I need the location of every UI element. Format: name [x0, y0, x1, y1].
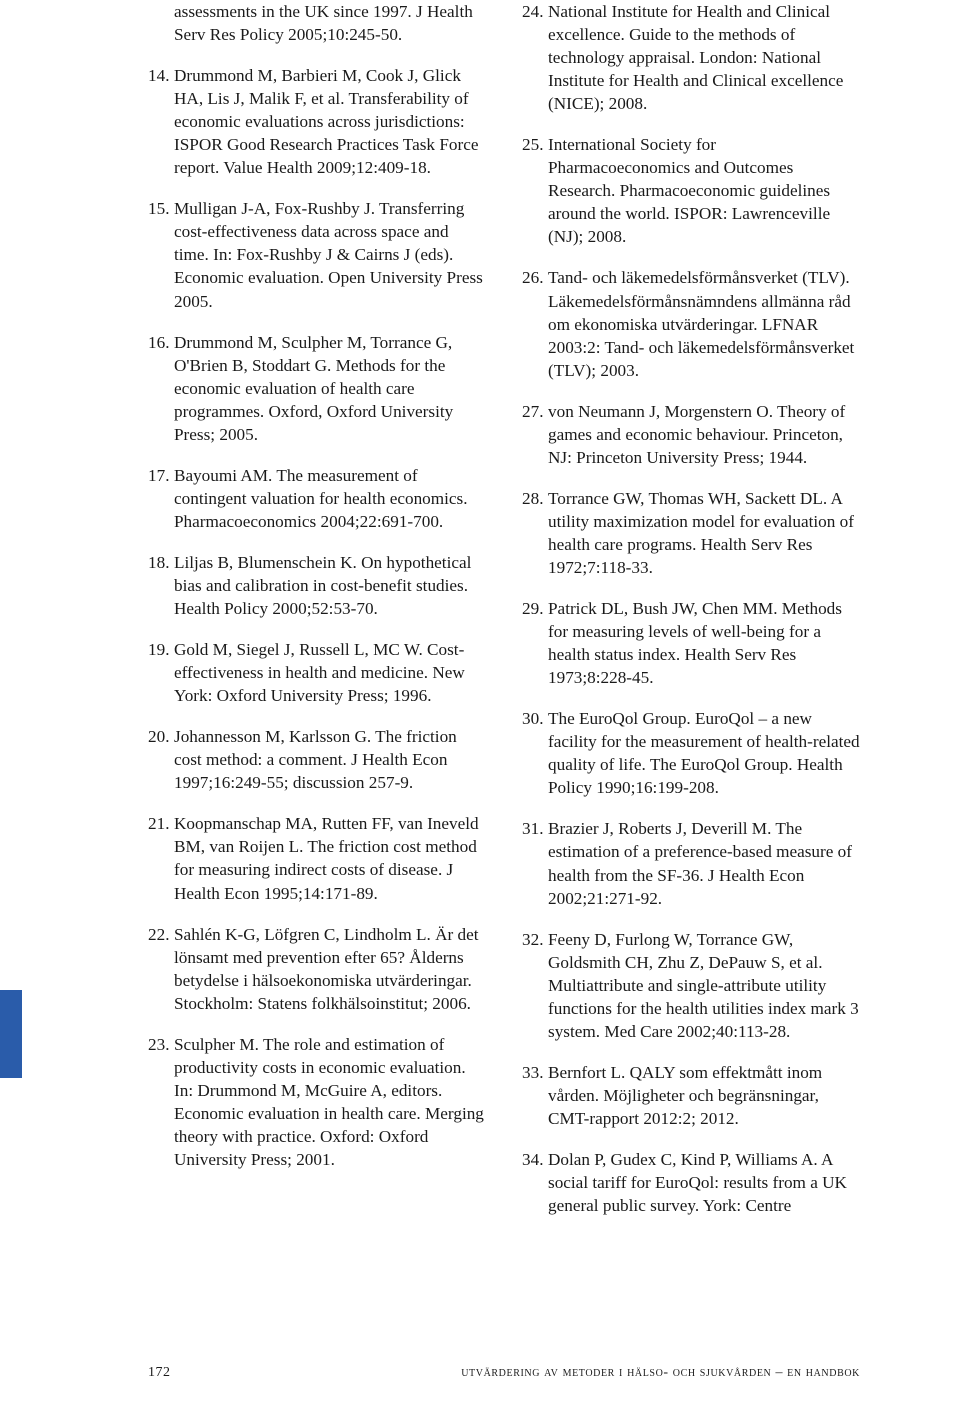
reference-item: 25. International Society for Pharmacoec… [522, 133, 860, 248]
reference-text: The EuroQol Group. EuroQol – a new facil… [548, 707, 860, 799]
reference-number: 30. [522, 707, 548, 799]
reference-item: 32. Feeny D, Furlong W, Torrance GW, Gol… [522, 928, 860, 1043]
reference-number: 20. [148, 725, 174, 794]
reference-item: 17. Bayoumi AM. The measurement of conti… [148, 464, 486, 533]
reference-item: 30. The EuroQol Group. EuroQol – a new f… [522, 707, 860, 799]
reference-number: 29. [522, 597, 548, 689]
footer-title: utvärdering av metoder i hälso- och sjuk… [461, 1365, 860, 1381]
reference-text: Dolan P, Gudex C, Kind P, Williams A. A … [548, 1148, 860, 1217]
reference-text: Bernfort L. QALY som effektmått inom vår… [548, 1061, 860, 1130]
page-number: 172 [148, 1365, 171, 1381]
reference-number: 34. [522, 1148, 548, 1217]
reference-item: 28. Torrance GW, Thomas WH, Sackett DL. … [522, 487, 860, 579]
reference-number: 19. [148, 638, 174, 707]
reference-number: 25. [522, 133, 548, 248]
reference-item: 26. Tand- och läkemedelsförmånsverket (T… [522, 266, 860, 381]
page-footer: 172 utvärdering av metoder i hälso- och … [0, 1365, 960, 1381]
reference-text: Liljas B, Blumenschein K. On hypothetica… [174, 551, 486, 620]
reference-text: Tand- och läkemedelsförmånsverket (TLV).… [548, 266, 860, 381]
reference-continuation: assessments in the UK since 1997. J Heal… [148, 0, 486, 46]
reference-item: 27. von Neumann J, Morgenstern O. Theory… [522, 400, 860, 469]
reference-columns: assessments in the UK since 1997. J Heal… [148, 0, 860, 1235]
reference-number: 16. [148, 331, 174, 446]
reference-number: 27. [522, 400, 548, 469]
reference-text: Johannesson M, Karlsson G. The friction … [174, 725, 486, 794]
reference-number: 24. [522, 0, 548, 115]
reference-text: Gold M, Siegel J, Russell L, MC W. Cost-… [174, 638, 486, 707]
reference-item: 16. Drummond M, Sculpher M, Torrance G, … [148, 331, 486, 446]
reference-number: 23. [148, 1033, 174, 1171]
reference-text: Torrance GW, Thomas WH, Sackett DL. A ut… [548, 487, 860, 579]
reference-text: National Institute for Health and Clinic… [548, 0, 860, 115]
reference-item: 21. Koopmanschap MA, Rutten FF, van Inev… [148, 812, 486, 904]
reference-number: 33. [522, 1061, 548, 1130]
reference-number: 18. [148, 551, 174, 620]
reference-text: Koopmanschap MA, Rutten FF, van Ineveld … [174, 812, 486, 904]
reference-text: Patrick DL, Bush JW, Chen MM. Methods fo… [548, 597, 860, 689]
reference-text: Sculpher M. The role and estimation of p… [174, 1033, 486, 1171]
reference-text: Sahlén K-G, Löfgren C, Lindholm L. Är de… [174, 923, 486, 1015]
reference-number: 26. [522, 266, 548, 381]
reference-text: International Society for Pharmacoeconom… [548, 133, 860, 248]
reference-text: Feeny D, Furlong W, Torrance GW, Goldsmi… [548, 928, 860, 1043]
reference-number: 21. [148, 812, 174, 904]
reference-text: Drummond M, Barbieri M, Cook J, Glick HA… [174, 64, 486, 179]
reference-text: von Neumann J, Morgenstern O. Theory of … [548, 400, 860, 469]
reference-item: 24. National Institute for Health and Cl… [522, 0, 860, 115]
reference-number: 31. [522, 817, 548, 909]
reference-item: 20. Johannesson M, Karlsson G. The frict… [148, 725, 486, 794]
right-column: 24. National Institute for Health and Cl… [522, 0, 860, 1235]
reference-number: 14. [148, 64, 174, 179]
reference-text: Drummond M, Sculpher M, Torrance G, O'Br… [174, 331, 486, 446]
reference-item: 18. Liljas B, Blumenschein K. On hypothe… [148, 551, 486, 620]
left-column: assessments in the UK since 1997. J Heal… [148, 0, 486, 1235]
reference-number: 32. [522, 928, 548, 1043]
reference-item: 19. Gold M, Siegel J, Russell L, MC W. C… [148, 638, 486, 707]
reference-item: 15. Mulligan J-A, Fox-Rushby J. Transfer… [148, 197, 486, 312]
reference-item: 22. Sahlén K-G, Löfgren C, Lindholm L. Ä… [148, 923, 486, 1015]
reference-text: Brazier J, Roberts J, Deverill M. The es… [548, 817, 860, 909]
reference-text: Mulligan J-A, Fox-Rushby J. Transferring… [174, 197, 486, 312]
page-content: assessments in the UK since 1997. J Heal… [0, 0, 960, 1235]
reference-text: Bayoumi AM. The measurement of contingen… [174, 464, 486, 533]
reference-item: 33. Bernfort L. QALY som effektmått inom… [522, 1061, 860, 1130]
reference-text: assessments in the UK since 1997. J Heal… [174, 2, 473, 44]
reference-number: 15. [148, 197, 174, 312]
reference-item: 34. Dolan P, Gudex C, Kind P, Williams A… [522, 1148, 860, 1217]
reference-item: 31. Brazier J, Roberts J, Deverill M. Th… [522, 817, 860, 909]
reference-item: 14. Drummond M, Barbieri M, Cook J, Glic… [148, 64, 486, 179]
reference-number: 28. [522, 487, 548, 579]
reference-number: 17. [148, 464, 174, 533]
reference-number: 22. [148, 923, 174, 1015]
reference-item: 29. Patrick DL, Bush JW, Chen MM. Method… [522, 597, 860, 689]
reference-item: 23. Sculpher M. The role and estimation … [148, 1033, 486, 1171]
